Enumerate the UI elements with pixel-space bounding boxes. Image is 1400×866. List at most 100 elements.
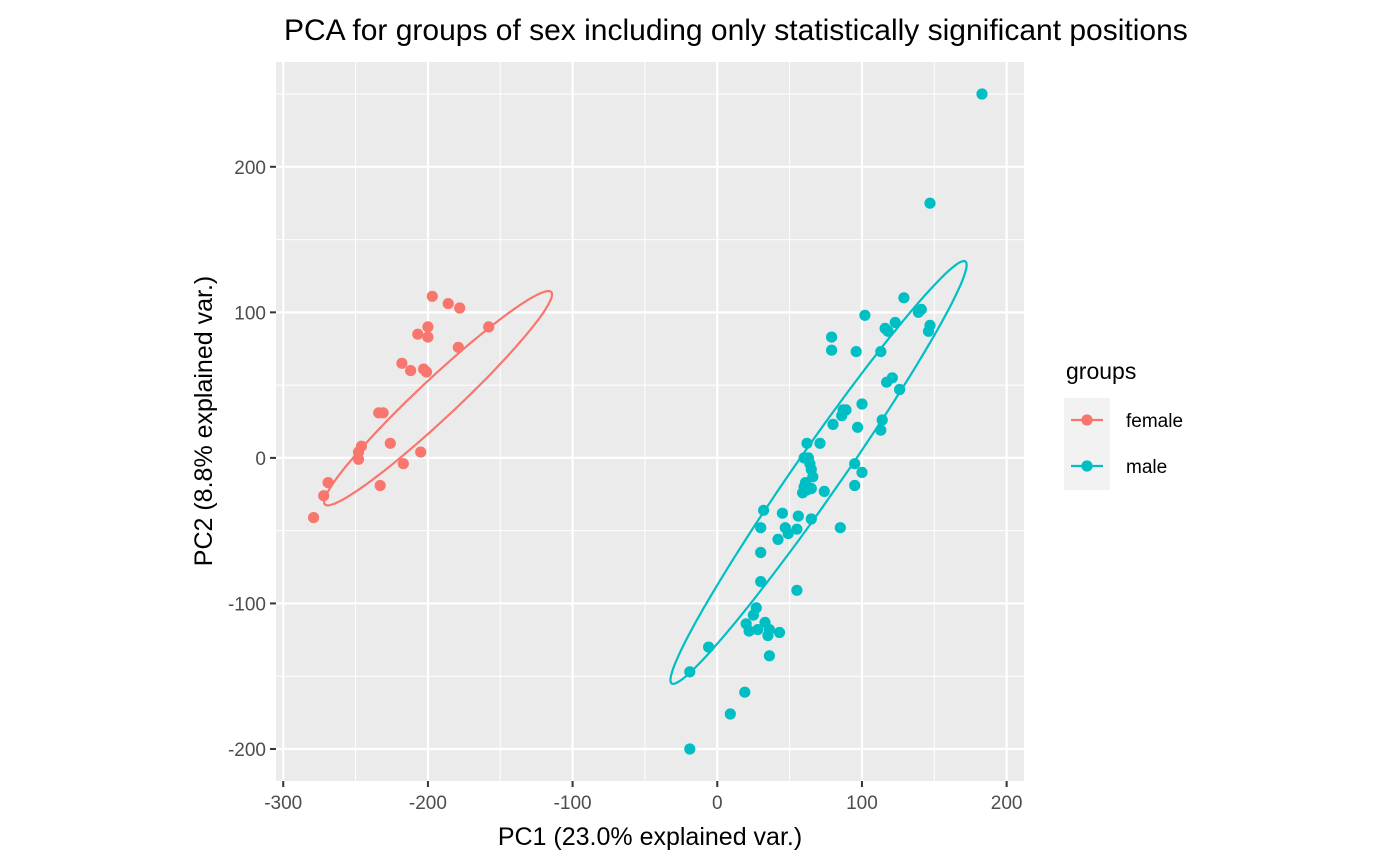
point-female <box>422 331 434 343</box>
point-female <box>352 453 365 465</box>
point-female <box>405 365 417 377</box>
point-male <box>782 528 794 540</box>
x-axis-title: PC1 (23.0% explained var.) <box>498 823 802 851</box>
point-male <box>834 522 846 534</box>
ellipse-female <box>323 290 554 507</box>
confidence-ellipses <box>323 259 968 686</box>
y-tick-label: 200 <box>234 158 266 179</box>
legend-key-point-female <box>1081 414 1093 426</box>
point-female <box>426 290 438 302</box>
point-male <box>875 346 887 358</box>
point-male <box>881 376 893 388</box>
point-male <box>876 414 888 426</box>
point-male <box>922 325 935 337</box>
x-tick-label: 200 <box>991 793 1023 814</box>
point-male <box>875 424 887 436</box>
x-tick-label: -200 <box>409 793 447 814</box>
legend-label-male: male <box>1126 457 1167 478</box>
point-male <box>801 437 813 449</box>
point-male <box>849 458 861 470</box>
point-male <box>827 418 839 430</box>
chart-title: PCA for groups of sex including only sta… <box>284 14 1188 47</box>
point-male <box>747 609 760 621</box>
point-male <box>805 513 817 525</box>
point-male <box>772 533 784 546</box>
point-male <box>912 306 925 318</box>
point-male <box>776 507 789 519</box>
point-female <box>422 321 434 333</box>
panel-background <box>276 62 1024 781</box>
point-male <box>703 641 715 653</box>
x-tick-label: 100 <box>846 793 878 814</box>
point-male <box>797 487 809 499</box>
y-tick-label: -200 <box>228 740 266 761</box>
legend-title: groups <box>1066 358 1136 384</box>
point-male <box>836 410 848 422</box>
data-points <box>308 88 988 755</box>
point-male <box>805 482 817 495</box>
point-male <box>752 624 764 636</box>
point-male <box>898 292 910 304</box>
legend-label-female: female <box>1126 411 1183 432</box>
point-male <box>814 437 826 449</box>
point-female <box>415 446 427 458</box>
legend-keys <box>1071 414 1103 472</box>
point-female <box>377 407 389 419</box>
point-male <box>894 383 906 396</box>
x-tick-label: -300 <box>264 793 302 814</box>
point-male <box>684 666 696 678</box>
point-male <box>856 466 868 478</box>
point-male <box>758 504 770 516</box>
point-male <box>976 88 988 100</box>
point-male <box>849 479 861 492</box>
point-male <box>743 625 755 637</box>
point-female <box>374 479 386 492</box>
point-female <box>322 477 334 489</box>
x-tick-label: -100 <box>554 793 592 814</box>
point-male <box>882 325 894 337</box>
point-female <box>442 298 454 310</box>
point-male <box>856 398 868 410</box>
grid-minor <box>276 62 1024 781</box>
point-male <box>850 346 862 358</box>
point-male <box>755 546 767 559</box>
point-female <box>420 366 433 378</box>
point-male <box>763 650 776 662</box>
point-female <box>483 321 495 333</box>
legend-key-point-male <box>1081 460 1093 472</box>
point-female <box>308 511 320 524</box>
point-female <box>452 341 464 353</box>
point-male <box>791 584 803 596</box>
x-axis: -300 -200 -100 0 100 200 <box>264 781 1022 814</box>
legend: groups female male <box>1064 358 1183 490</box>
point-male <box>684 743 696 755</box>
ellipse-male <box>669 259 968 686</box>
point-male <box>889 316 901 329</box>
point-male <box>773 626 786 639</box>
y-tick-label: 100 <box>234 303 266 324</box>
point-female <box>397 458 409 470</box>
point-male <box>762 629 774 642</box>
point-male <box>755 576 767 588</box>
point-male <box>859 309 871 321</box>
point-female <box>454 302 466 314</box>
point-male <box>826 344 838 356</box>
point-male <box>792 510 804 522</box>
point-male <box>818 485 830 497</box>
legend-background <box>1064 398 1110 490</box>
y-axis-title: PC2 (8.8% explained var.) <box>190 276 218 566</box>
x-tick-label: 0 <box>712 793 723 814</box>
y-tick-label: 0 <box>255 449 266 470</box>
point-female <box>384 437 396 449</box>
y-axis: -200 -100 0 100 200 <box>228 158 276 761</box>
point-male <box>724 708 736 720</box>
point-female <box>412 328 424 340</box>
point-male <box>852 421 864 433</box>
point-female <box>396 357 408 369</box>
y-tick-label: -100 <box>228 594 266 615</box>
point-male <box>826 331 838 343</box>
point-male <box>924 197 936 209</box>
point-male <box>791 523 803 535</box>
point-female <box>318 490 330 502</box>
